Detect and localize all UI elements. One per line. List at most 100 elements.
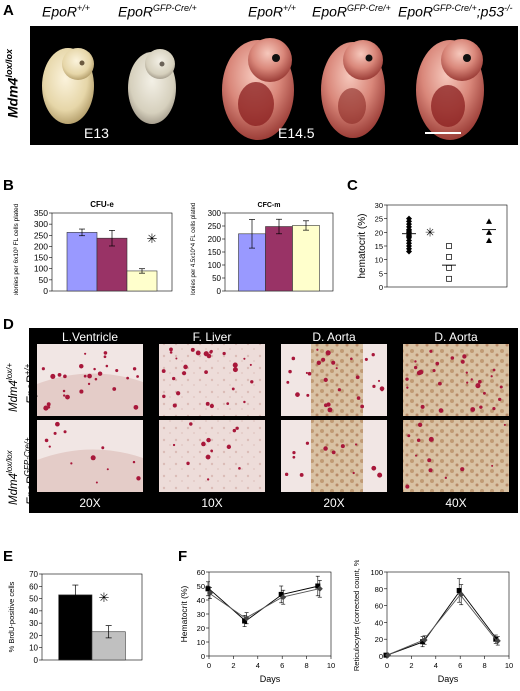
stained-cell: [406, 386, 409, 389]
data-point: [456, 587, 462, 593]
stained-cell: [169, 347, 173, 352]
stained-cell: [371, 353, 375, 357]
y-tick-label: 350: [34, 208, 48, 218]
scale-bar: [425, 132, 461, 134]
stained-cell: [306, 393, 310, 397]
stained-cell: [405, 377, 409, 381]
stained-cell: [299, 473, 304, 477]
y-tick-label: 100: [370, 568, 383, 577]
stained-cell: [243, 357, 246, 360]
stained-cell: [87, 373, 92, 379]
row-sup2: +/+: [22, 363, 32, 376]
stained-cell: [462, 354, 467, 359]
stained-cell: [323, 377, 328, 382]
stained-cell: [292, 455, 296, 459]
stained-cell: [63, 430, 67, 434]
y-tick-label: 60: [197, 568, 205, 577]
y-tick-label: 10: [197, 638, 205, 647]
stained-cell: [205, 401, 210, 406]
y-tick-label: 0: [217, 287, 222, 295]
stained-cell: [413, 365, 418, 370]
series-line: [386, 593, 498, 656]
stained-cell: [435, 361, 440, 366]
y-tick-label: 100: [34, 264, 48, 274]
ventricle-wall: [37, 373, 143, 416]
reticulocyte-time-chart: 0 20 40 60 80 100 0 2 4 6 8 10 Days Reticulocytes (co…: [352, 560, 513, 684]
y-tick-label: 10: [375, 256, 383, 265]
stained-cell: [46, 402, 51, 407]
panel-a-label: A: [3, 2, 14, 19]
stained-cell: [115, 368, 119, 373]
stained-cell: [407, 434, 411, 438]
stained-cell: [70, 462, 73, 465]
header-base: EpoR: [42, 3, 78, 20]
data-point: [458, 591, 465, 598]
data-point: [315, 583, 321, 589]
stained-cell: [350, 357, 353, 361]
stained-cell: [491, 464, 494, 467]
y-tick-label: 15: [375, 242, 383, 251]
x-tick-label: 6: [280, 661, 284, 670]
stained-cell: [418, 369, 424, 375]
stained-cell: [492, 368, 496, 372]
stained-cell: [372, 384, 376, 388]
panel-a-header-1: EpoR+/+: [42, 3, 90, 20]
panel-c-label: C: [347, 177, 358, 194]
header-sup: GFP-Cre/+: [153, 3, 197, 13]
stained-cell: [226, 402, 230, 406]
stained-cell: [209, 350, 213, 354]
bar: [96, 237, 128, 292]
stained-cell: [79, 389, 84, 394]
stained-cell: [43, 405, 49, 411]
stained-cell: [176, 391, 181, 396]
stained-cell: [429, 349, 433, 353]
y-axis-label: hematocrit (%): [357, 213, 368, 278]
data-point: [242, 618, 248, 624]
stained-cell: [291, 356, 296, 361]
y-tick-label: 200: [208, 235, 222, 244]
stained-cell: [316, 360, 321, 366]
y-tick-label: 0: [43, 286, 48, 295]
stained-cell: [231, 387, 235, 391]
stained-cell: [132, 460, 136, 464]
stained-cell: [132, 367, 137, 371]
y-axis-label: Hematocrit (%): [179, 586, 189, 643]
stained-cell: [360, 404, 365, 409]
stained-cell: [337, 388, 342, 392]
stained-cell: [371, 465, 377, 471]
y-tick-label: 70: [29, 570, 38, 579]
header-base: EpoR: [398, 3, 434, 20]
stained-cell: [288, 369, 292, 374]
stained-cell: [53, 431, 57, 435]
stained-cell: [414, 360, 417, 363]
y-axis-label: colonies per 6x10³ FL cells plated: [13, 203, 20, 295]
row-label-sup: lox/lox: [4, 49, 14, 78]
data-point: [205, 586, 211, 592]
stained-cell: [90, 455, 96, 461]
stained-cell: [475, 383, 481, 389]
stained-cell: [238, 467, 241, 470]
data-point: [280, 594, 287, 601]
data-point: [446, 254, 452, 260]
y-tick-label: 150: [208, 248, 222, 257]
y-tick-label: 5: [379, 269, 383, 278]
stained-cell: [209, 403, 214, 409]
x-axis-label: Days: [438, 674, 459, 684]
y-tick-label: 40: [29, 607, 38, 616]
stained-cell: [327, 407, 333, 413]
data-point: [446, 243, 452, 249]
col-header-3: D. Aorta: [312, 330, 356, 344]
stained-cell: [48, 445, 51, 448]
stained-cell: [112, 387, 117, 391]
stained-cell: [84, 352, 87, 355]
stained-cell: [201, 441, 206, 447]
stained-cell: [437, 381, 442, 386]
y-tick-label: 20: [375, 228, 383, 237]
row-sup1: lox/lox: [5, 450, 14, 474]
stained-cell: [305, 441, 310, 445]
y-tick-label: 80: [375, 585, 383, 594]
brdu-chart: 0 10 20 30 40 50 60 70 ✳ % BrdU-positive cells: [7, 570, 143, 665]
stained-cell: [466, 381, 469, 384]
significance-mark: ✳: [147, 231, 158, 246]
